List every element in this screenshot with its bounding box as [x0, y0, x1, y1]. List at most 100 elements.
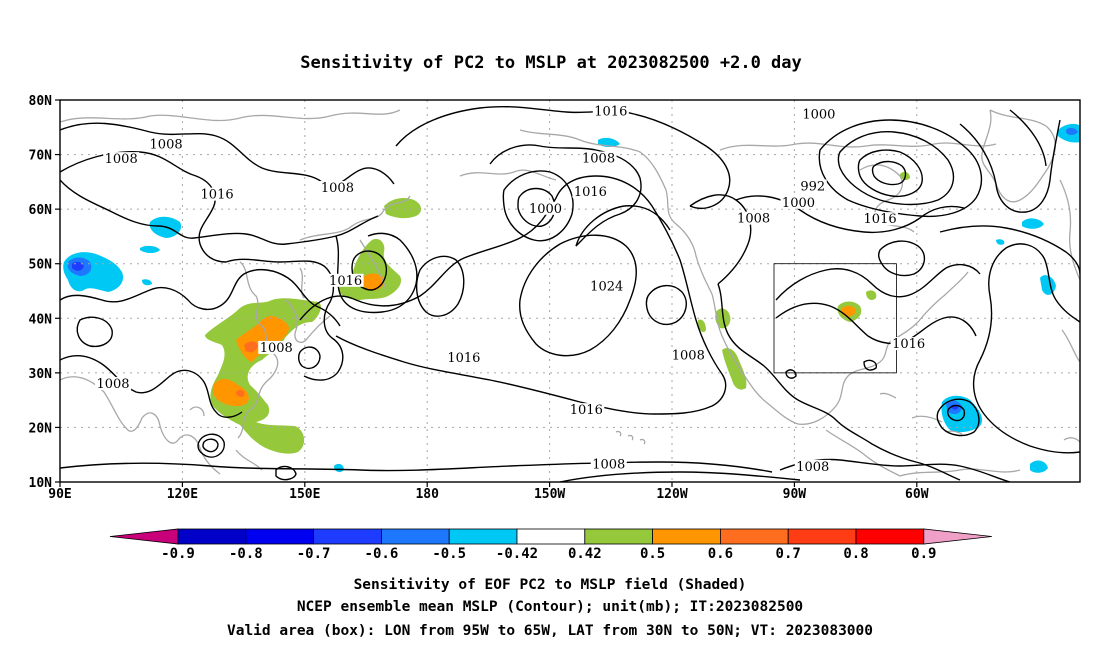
- lat-label: 10N: [29, 476, 53, 491]
- lat-label: 30N: [29, 367, 53, 382]
- contour-label: 1016: [570, 403, 603, 418]
- contour-label: 1008: [582, 152, 615, 167]
- contour-label-bg: [445, 350, 482, 364]
- contour-label-bg: [148, 137, 185, 151]
- latitude-labels: 80N 70N 60N 50N 40N 30N 20N 10N: [29, 94, 60, 491]
- contour-label: 1016: [892, 337, 925, 352]
- coastline-arctic-asia: [60, 109, 401, 123]
- caption-shaded: Sensitivity of EOF PC2 to MSLP field (Sh…: [354, 577, 747, 593]
- lat-label: 70N: [29, 149, 53, 164]
- contour-1008-ring-d: [297, 346, 321, 370]
- colorbar-tick-label: -0.7: [297, 546, 331, 562]
- shade-blue-arctic-east-2: [1066, 127, 1078, 135]
- coastline-bering: [459, 169, 557, 181]
- contour-1016-atlantic-2: [979, 243, 1080, 361]
- contour-1008-pacific-west: [225, 258, 344, 381]
- longitude-labels: 90E 120E 150E 180 150W 120W 90W 60W: [48, 482, 929, 502]
- shade-green-east-asia: [205, 298, 321, 454]
- contour-1000-low-2: [837, 131, 955, 206]
- lat-label: 40N: [29, 312, 53, 327]
- contour-label-bg: [568, 403, 605, 417]
- lat-lon-grid: [60, 100, 1080, 482]
- contour-1008-south: [559, 471, 801, 482]
- contour-label-bg: [95, 376, 132, 390]
- contour-label-bg: [592, 104, 629, 118]
- colorbar-tick-label: -0.9: [161, 546, 195, 562]
- contour-label: 1000: [802, 107, 835, 122]
- caption-contour: NCEP ensemble mean MSLP (Contour); unit(…: [297, 599, 803, 615]
- contour-label: 1008: [260, 341, 293, 356]
- map-background: [60, 100, 1080, 482]
- contour-label: 1000: [782, 196, 815, 211]
- contour-992-low-inner: [871, 160, 907, 186]
- shade-orange-east-asia-2: [236, 341, 258, 397]
- colorbar-tick-label: -0.5: [432, 546, 466, 562]
- contour-992-low: [857, 149, 923, 198]
- contour-label: 1008: [737, 212, 770, 227]
- colorbar-segment: [652, 528, 721, 545]
- colorbar-tick-label: -0.8: [229, 546, 263, 562]
- lat-label: 80N: [29, 94, 53, 109]
- contour-label-bg: [800, 107, 837, 121]
- coastline-central-america: [825, 429, 1021, 477]
- contour-1000-bering-inner: [517, 187, 556, 227]
- valid-area-box: [773, 263, 897, 374]
- contour-1008-caribbean: [936, 398, 980, 437]
- contour-labels: 1008 1008 1016 1008 1016 1008 1000 1016 1024 1016…: [95, 104, 927, 475]
- contour-1008-east-pac-south: [779, 458, 1011, 482]
- contour-1008-south-asia: [60, 354, 243, 418]
- coastlines: [60, 109, 1080, 477]
- contour-label: 1016: [201, 188, 234, 203]
- colorbar-tick-label: 0.6: [708, 546, 733, 562]
- contour-label-bg: [199, 187, 236, 201]
- coastline-korea-japan: [285, 267, 331, 344]
- contour-1024-east: [645, 285, 687, 326]
- colorbar-tick-label: 0.42: [568, 546, 602, 562]
- colorbar-segment: [855, 528, 925, 545]
- contour-label: 992: [800, 179, 825, 194]
- contour-label-bg: [670, 348, 707, 362]
- contour-1024-high: [519, 234, 637, 357]
- contour-1016-loop-west: [415, 255, 465, 317]
- map-panel: 1008 1008 1016 1008 1016 1008 1000 1016 1024 1016…: [29, 94, 1081, 502]
- map-frame: [59, 99, 1081, 483]
- shade-blue-arctic-east: [996, 123, 1080, 295]
- contour-1008-ring-b: [197, 433, 225, 458]
- contour-1008-ring-a: [76, 316, 113, 348]
- contour-label: 1000: [529, 202, 562, 217]
- contour-label: 1016: [329, 274, 362, 289]
- colorbar-tick-label: -0.42: [496, 546, 538, 562]
- contour-label-bg: [103, 152, 140, 166]
- contour-label-bg: [319, 181, 356, 195]
- contour-1008-ring-c: [202, 438, 219, 453]
- contour-label: 1008: [672, 349, 705, 364]
- contour-label-bg: [258, 340, 295, 354]
- contour-1008-caribbean-inner: [947, 404, 966, 422]
- coastline-alaska: [519, 129, 713, 295]
- contour-label-bg: [890, 337, 927, 351]
- contour-label-bg: [580, 151, 617, 165]
- colorbar-segment: [584, 528, 653, 545]
- lat-label: 60N: [29, 203, 53, 218]
- colorbar-segment: [245, 528, 315, 545]
- sensitivity-shading: [63, 123, 1080, 473]
- contour-1008-bering: [489, 144, 642, 247]
- colorbar-tick-label: 0.5: [640, 546, 665, 562]
- colorbar-segment: [380, 528, 450, 545]
- colorbar-segment: [177, 528, 247, 545]
- contour-lines-north-atlantic: [959, 109, 1061, 213]
- contour-1008-east-us: [775, 263, 981, 301]
- contour-label: 1024: [590, 279, 623, 294]
- contour-label-bg: [735, 211, 772, 225]
- coastline-hawaii: [615, 430, 646, 445]
- contour-label: 1008: [96, 377, 129, 392]
- contour-small-loops: [275, 359, 877, 481]
- colorbar-segment: [448, 528, 518, 545]
- contour-label-bg: [798, 179, 827, 193]
- colorbar-segment: [720, 528, 789, 545]
- coastline-gulf-mexico: [797, 271, 969, 425]
- contour-label-bg: [780, 195, 817, 209]
- contour-1016-pacific-main: [299, 175, 727, 415]
- contour-label-bg: [590, 457, 627, 471]
